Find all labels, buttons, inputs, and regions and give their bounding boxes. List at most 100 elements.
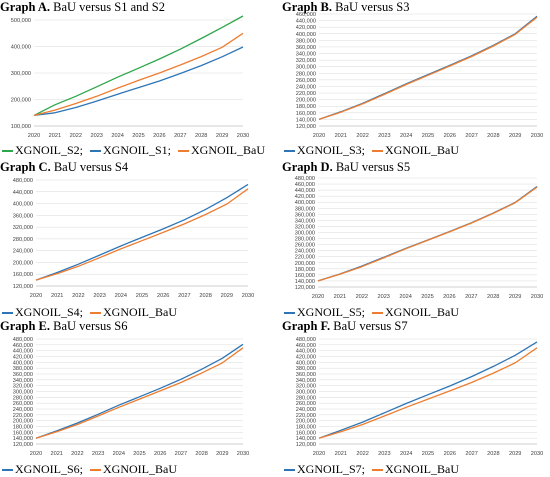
y-tick-label: 440,000 (13, 349, 33, 355)
series-line-xgnoil-bau (35, 347, 244, 439)
x-tick-label: 2030 (531, 294, 543, 300)
series-line-xgnoil-bau (318, 16, 538, 121)
x-tick-label: 2023 (90, 133, 102, 139)
x-tick-label: 2021 (335, 133, 347, 139)
y-tick-label: 220,000 (13, 413, 33, 419)
y-tick-label: 500,000 (11, 18, 31, 24)
legend-entry: XGNOIL_S6; (2, 462, 83, 477)
y-tick-label: 200,000 (11, 98, 31, 104)
x-tick-label: 2024 (113, 451, 125, 457)
y-tick-label: 340,000 (296, 378, 316, 384)
x-tick-label: 2027 (465, 294, 477, 300)
legend-swatch (284, 150, 295, 153)
y-tick-label: 320,000 (296, 384, 316, 390)
x-tick-label: 2026 (444, 133, 456, 139)
y-tick-label: 240,000 (13, 407, 33, 413)
y-tick-label: 360,000 (296, 372, 316, 378)
chart-title: Graph D. BaU versus S5 (282, 160, 411, 174)
x-tick-label: 2020 (30, 293, 42, 299)
y-tick-label: 300,000 (296, 390, 316, 396)
y-tick-label: 460,000 (295, 182, 315, 188)
y-tick-label: 420,000 (295, 194, 315, 200)
y-tick-label: 320,000 (13, 384, 33, 390)
x-tick-label: 2022 (72, 293, 84, 299)
y-tick-label: 400,000 (296, 360, 316, 366)
x-tick-label: 2026 (444, 451, 456, 457)
y-tick-label: 320,000 (13, 225, 33, 231)
y-tick-label: 300,000 (11, 71, 31, 77)
y-tick-label: 340,000 (296, 52, 316, 58)
x-tick-label: 2022 (71, 451, 83, 457)
x-tick-label: 2025 (136, 293, 148, 299)
y-tick-label: 280,000 (295, 237, 315, 243)
y-tick-label: 400,000 (11, 45, 31, 51)
series-line-xgnoil-s3 (318, 15, 538, 121)
y-tick-label: 180,000 (296, 425, 316, 431)
y-tick-label: 140,000 (295, 279, 315, 285)
y-tick-label: 260,000 (13, 401, 33, 407)
y-tick-label: 220,000 (296, 91, 316, 97)
x-tick-label: 2020 (313, 133, 325, 139)
x-tick-label: 2027 (465, 133, 477, 139)
x-tick-label: 2023 (92, 451, 104, 457)
y-tick-label: 200,000 (13, 419, 33, 425)
x-tick-label: 2029 (509, 133, 521, 139)
x-tick-label: 2020 (313, 451, 325, 457)
y-tick-label: 240,000 (295, 249, 315, 255)
legend-swatch (372, 469, 383, 472)
x-tick-label: 2030 (531, 451, 543, 457)
series-line-xgnoil-bau (33, 32, 244, 117)
legend-entry: XGNOIL_S7; (284, 462, 365, 477)
x-tick-label: 2029 (509, 451, 521, 457)
y-tick-label: 300,000 (296, 65, 316, 71)
legend-entry: XGNOIL_BaU (372, 143, 459, 158)
chart-panel-c: Graph C. BaU versus S4 120,000 160,000 200… (0, 160, 275, 319)
legend-swatch (284, 312, 295, 315)
y-tick-label: 480,000 (296, 337, 316, 343)
x-tick-label: 2021 (50, 451, 62, 457)
x-tick-label: 2022 (356, 294, 368, 300)
series-line-xgnoil-s7 (318, 341, 538, 439)
y-tick-label: 280,000 (296, 71, 316, 77)
x-tick-label: 2030 (237, 451, 249, 457)
chart-title: Graph C. BaU versus S4 (0, 160, 129, 174)
y-tick-label: 200,000 (296, 419, 316, 425)
y-tick-label: 440,000 (13, 190, 33, 196)
legend-entry: XGNOIL_S5; (284, 305, 365, 320)
y-tick-label: 240,000 (296, 407, 316, 413)
legend-swatch (2, 469, 13, 472)
chart-title: Graph A. BaU versus S1 and S2 (0, 0, 165, 14)
line-chart-a: 100,000 200,000 300,000 400,000 500,000 2020 2… (11, 15, 249, 139)
y-tick-label: 360,000 (295, 212, 315, 218)
y-tick-label: 280,000 (13, 237, 33, 243)
chart-panel-f: Graph F. BaU versus S7 120,000 140,000 160… (282, 319, 550, 477)
chart-title: Graph F. BaU versus S7 (282, 319, 408, 333)
legend-swatch (372, 150, 383, 153)
x-tick-label: 2023 (378, 451, 390, 457)
y-tick-label: 120,000 (295, 285, 315, 291)
x-tick-label: 2030 (242, 293, 254, 299)
y-tick-label: 160,000 (296, 111, 316, 117)
line-chart-b: 120,000140,000160,000180,000200,000220,0… (296, 12, 543, 139)
x-tick-label: 2025 (133, 451, 145, 457)
legend-swatch (2, 312, 13, 315)
y-tick-label: 340,000 (295, 218, 315, 224)
y-tick-label: 400,000 (295, 200, 315, 206)
series-line-xgnoil-bau (35, 188, 249, 281)
y-tick-label: 200,000 (13, 260, 33, 266)
x-tick-label: 2025 (132, 133, 144, 139)
y-tick-label: 120,000 (296, 442, 316, 448)
x-tick-label: 2028 (487, 133, 499, 139)
chart-panel-e: Graph E. BaU versus S6 120,000 140,000 160… (0, 319, 275, 477)
legend-entry: XGNOIL_BaU (90, 305, 177, 320)
x-tick-label: 2024 (400, 451, 412, 457)
chart-legend: XGNOIL_S6; XGNOIL_BaU (2, 462, 181, 477)
y-tick-label: 420,000 (296, 25, 316, 31)
legend-entry: XGNOIL_S2; (2, 143, 83, 158)
legend-entry: XGNOIL_S3; (284, 143, 365, 158)
legend-swatch (372, 312, 383, 315)
y-tick-label: 220,000 (295, 255, 315, 261)
x-tick-label: 2028 (199, 293, 211, 299)
y-tick-label: 420,000 (13, 355, 33, 361)
x-tick-label: 2023 (378, 133, 390, 139)
